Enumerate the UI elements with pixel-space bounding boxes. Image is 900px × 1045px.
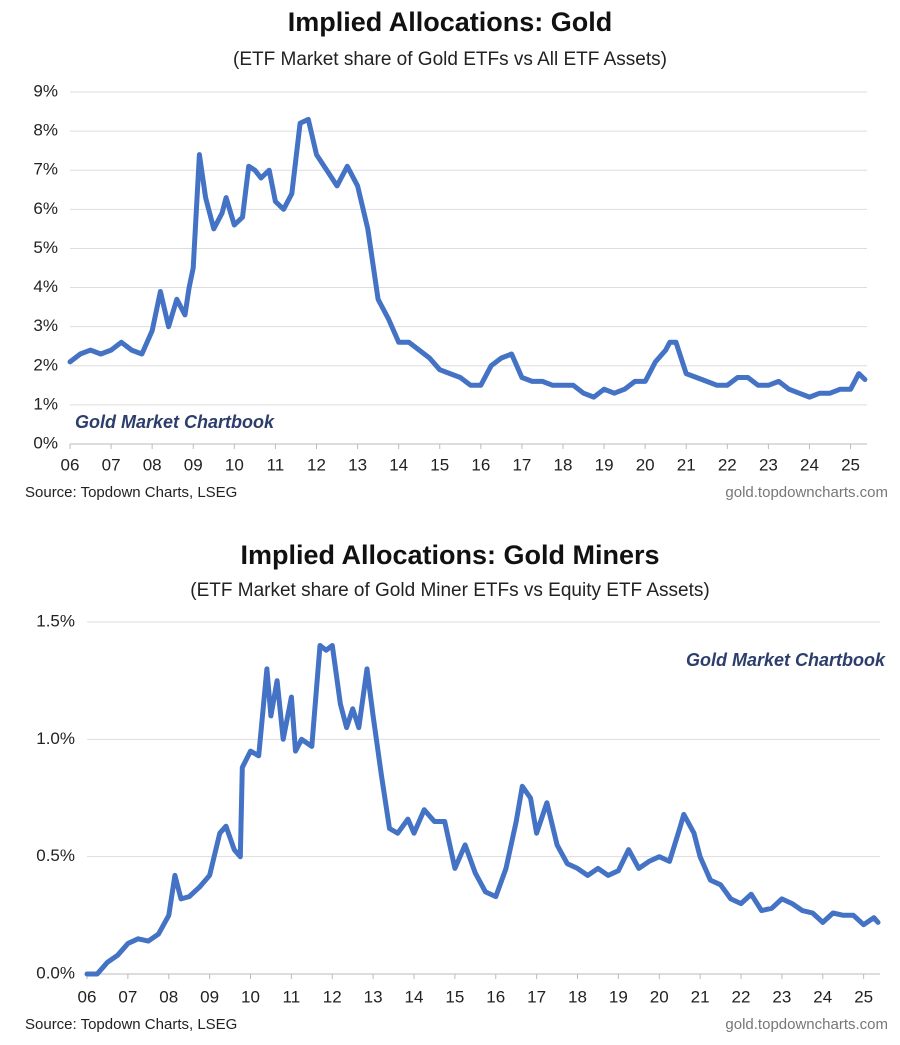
x-tick-label: 23 — [759, 455, 778, 474]
x-tick-label: 18 — [554, 455, 573, 474]
x-tick-label: 10 — [225, 455, 244, 474]
x-tick-label: 17 — [512, 455, 531, 474]
x-tick-label: 07 — [102, 455, 121, 474]
source: Source: Topdown Charts, LSEG — [25, 484, 237, 501]
x-tick-label: 14 — [405, 987, 424, 1006]
x-tick-label: 20 — [650, 987, 669, 1006]
x-tick-label: 25 — [841, 455, 860, 474]
y-tick-label: 8% — [33, 121, 58, 140]
website: gold.topdowncharts.com — [725, 484, 888, 501]
y-tick-label: 5% — [33, 238, 58, 257]
y-tick-label: 3% — [33, 316, 58, 335]
chart-title: Implied Allocations: Gold Miners — [240, 540, 659, 570]
x-tick-label: 22 — [732, 987, 751, 1006]
x-tick-label: 06 — [78, 987, 97, 1006]
x-tick-label: 15 — [430, 455, 449, 474]
x-tick-label: 13 — [364, 987, 383, 1006]
y-tick-label: 4% — [33, 277, 58, 296]
x-tick-label: 07 — [118, 987, 137, 1006]
x-tick-label: 21 — [691, 987, 710, 1006]
x-tick-label: 11 — [283, 987, 301, 1006]
chart-title: Implied Allocations: Gold — [288, 7, 613, 37]
x-tick-label: 18 — [568, 987, 587, 1006]
x-tick-label: 19 — [595, 455, 614, 474]
y-tick-label: 0.5% — [36, 846, 75, 865]
x-tick-label: 09 — [200, 987, 219, 1006]
website: gold.topdowncharts.com — [725, 1016, 888, 1033]
x-tick-label: 08 — [159, 987, 178, 1006]
source: Source: Topdown Charts, LSEG — [25, 1016, 237, 1033]
y-tick-label: 0% — [33, 433, 58, 452]
chart-subtitle: (ETF Market share of Gold Miner ETFs vs … — [190, 580, 709, 601]
x-tick-label: 21 — [677, 455, 696, 474]
x-tick-label: 16 — [486, 987, 505, 1006]
y-tick-label: 1% — [33, 394, 58, 413]
x-tick-label: 14 — [389, 455, 408, 474]
x-tick-label: 24 — [813, 987, 832, 1006]
annotation: Gold Market Chartbook — [686, 650, 886, 670]
x-tick-label: 12 — [307, 455, 326, 474]
y-tick-label: 6% — [33, 199, 58, 218]
x-tick-label: 10 — [241, 987, 260, 1006]
x-tick-label: 06 — [61, 455, 80, 474]
x-tick-label: 13 — [348, 455, 367, 474]
y-tick-label: 2% — [33, 355, 58, 374]
x-tick-label: 15 — [445, 987, 464, 1006]
y-tick-label: 1.0% — [36, 729, 75, 748]
x-tick-label: 24 — [800, 455, 819, 474]
y-tick-label: 7% — [33, 160, 58, 179]
x-tick-label: 08 — [143, 455, 162, 474]
x-tick-label: 23 — [772, 987, 791, 1006]
y-tick-label: 9% — [33, 81, 58, 100]
x-tick-label: 12 — [323, 987, 342, 1006]
x-tick-label: 22 — [718, 455, 737, 474]
x-tick-label: 11 — [267, 455, 285, 474]
y-tick-label: 1.5% — [36, 611, 75, 630]
line-series — [67, 116, 868, 400]
line-series — [84, 643, 881, 977]
y-tick-label: 0.0% — [36, 963, 75, 982]
x-tick-label: 16 — [471, 455, 490, 474]
chart-subtitle: (ETF Market share of Gold ETFs vs All ET… — [233, 49, 667, 70]
x-tick-label: 19 — [609, 987, 628, 1006]
annotation: Gold Market Chartbook — [75, 412, 275, 432]
x-tick-label: 25 — [854, 987, 873, 1006]
x-tick-label: 17 — [527, 987, 546, 1006]
x-tick-label: 20 — [636, 455, 655, 474]
x-tick-label: 09 — [184, 455, 203, 474]
